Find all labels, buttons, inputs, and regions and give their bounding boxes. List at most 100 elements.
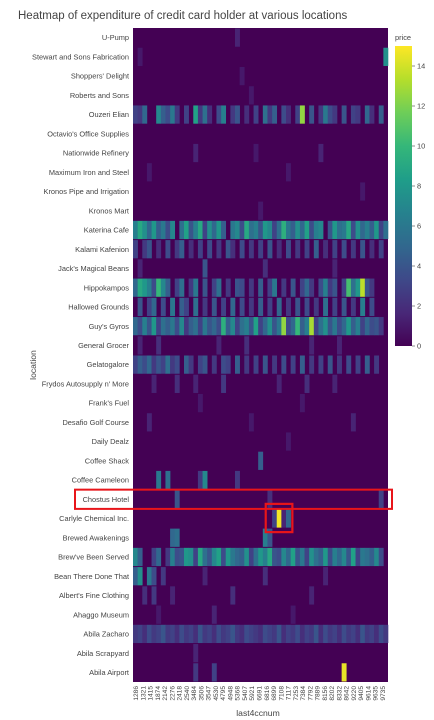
heatmap-cell bbox=[318, 355, 324, 374]
heatmap-cell bbox=[323, 105, 329, 124]
heatmap-cell bbox=[318, 547, 324, 567]
y-tick-label: Frydos Autosupply n' More bbox=[42, 379, 129, 388]
heatmap-cell bbox=[225, 624, 231, 644]
heatmap-cell bbox=[207, 105, 213, 124]
x-tick-label: 1874 bbox=[155, 686, 162, 701]
heatmap-cell bbox=[332, 105, 338, 124]
heatmap-cell bbox=[276, 374, 282, 393]
heatmap-cell bbox=[360, 317, 366, 336]
y-axis-title: location bbox=[28, 350, 38, 380]
heatmap-cell bbox=[235, 28, 240, 47]
heatmap-cell bbox=[170, 105, 176, 124]
x-tick-label: 9614 bbox=[365, 686, 372, 701]
heatmap-cell bbox=[142, 278, 148, 297]
heatmap-cell bbox=[193, 644, 199, 663]
heatmap-cell bbox=[211, 624, 217, 644]
heatmap-cell bbox=[151, 297, 157, 317]
heatmap-cell bbox=[239, 624, 245, 644]
heatmap-cell bbox=[378, 317, 384, 336]
heatmap-cell bbox=[327, 317, 333, 336]
heatmap-cell bbox=[318, 220, 324, 240]
heatmap-cell bbox=[170, 624, 176, 644]
heatmap-cell bbox=[179, 547, 185, 567]
chart-title: Heatmap of expenditure of credit card ho… bbox=[18, 10, 347, 22]
heatmap-cell bbox=[202, 470, 208, 490]
x-tick-label: 5921 bbox=[249, 686, 256, 701]
heatmap-cell bbox=[295, 624, 301, 644]
heatmap-cell bbox=[281, 220, 287, 240]
heatmap-cell bbox=[304, 317, 310, 336]
heatmap-cell bbox=[197, 547, 203, 567]
heatmap-cell bbox=[332, 297, 338, 317]
heatmap-cell bbox=[299, 220, 305, 240]
heatmap-cell bbox=[244, 547, 250, 567]
heatmap-cell bbox=[146, 297, 152, 317]
heatmap-cell bbox=[327, 547, 333, 567]
heatmap-cell bbox=[272, 547, 278, 567]
heatmap-cell bbox=[216, 105, 222, 124]
heatmap-cell bbox=[286, 317, 291, 336]
heatmap-cell bbox=[156, 624, 162, 644]
heatmap-cell bbox=[341, 240, 347, 259]
heatmap-cell bbox=[225, 547, 231, 567]
heatmap-cell bbox=[346, 355, 352, 374]
heatmap-cell bbox=[174, 490, 180, 509]
heatmap-cell bbox=[355, 220, 361, 240]
heatmap-cell bbox=[193, 317, 199, 336]
y-tick-label: Abila Zacharo bbox=[83, 630, 129, 639]
heatmap-cell bbox=[364, 355, 370, 374]
heatmap-background bbox=[133, 28, 388, 682]
y-tick-label: Albert's Fine Clothing bbox=[59, 591, 129, 600]
x-tick-label: 2418 bbox=[177, 686, 184, 701]
heatmap-cell bbox=[197, 240, 203, 259]
heatmap-cell bbox=[369, 317, 375, 336]
heatmap-cell bbox=[202, 259, 208, 278]
heatmap-cell bbox=[313, 624, 319, 644]
heatmap-cell bbox=[337, 624, 342, 644]
heatmap-cell bbox=[142, 355, 148, 374]
heatmap-cell bbox=[276, 317, 282, 336]
heatmap-cell bbox=[165, 220, 171, 240]
heatmap-cell bbox=[174, 105, 180, 124]
heatmap-cell bbox=[248, 240, 254, 259]
heatmap-cell bbox=[332, 547, 338, 567]
heatmap-cell bbox=[188, 547, 194, 567]
heatmap-cell bbox=[146, 355, 152, 374]
heatmap-cell bbox=[341, 278, 347, 297]
x-tick-label: 5407 bbox=[242, 686, 249, 701]
heatmap-cell bbox=[221, 374, 227, 393]
heatmap-cell bbox=[258, 317, 264, 336]
heatmap-cell bbox=[211, 547, 217, 567]
heatmap-cell bbox=[332, 317, 338, 336]
y-tick-label: Frank's Fuel bbox=[89, 399, 130, 408]
heatmap-cell bbox=[230, 586, 236, 605]
heatmap-cell bbox=[137, 317, 143, 336]
heatmap-cell bbox=[281, 509, 287, 528]
heatmap-cell bbox=[137, 220, 143, 240]
x-tick-label: 4795 bbox=[220, 686, 227, 701]
heatmap-cell bbox=[332, 240, 338, 259]
heatmap-cell bbox=[364, 220, 370, 240]
heatmap-cell bbox=[286, 105, 291, 124]
heatmap-cell bbox=[221, 297, 227, 317]
heatmap-cell bbox=[267, 278, 273, 297]
heatmap-cell bbox=[211, 605, 217, 624]
colorbar-tick-label: 14 bbox=[417, 62, 425, 71]
heatmap-cell bbox=[184, 317, 189, 336]
heatmap-cell bbox=[364, 105, 370, 124]
heatmap-cell bbox=[235, 355, 240, 374]
heatmap-cell bbox=[146, 413, 152, 432]
heatmap-cell bbox=[258, 240, 264, 259]
heatmap-cell bbox=[160, 278, 166, 297]
heatmap-cell bbox=[262, 567, 268, 586]
heatmap-cell bbox=[202, 278, 208, 297]
x-tick-label: 7108 bbox=[278, 686, 285, 701]
x-tick-label: 2276 bbox=[169, 686, 176, 701]
heatmap-cell bbox=[276, 547, 282, 567]
heatmap-cell bbox=[184, 355, 189, 374]
heatmap-cell bbox=[165, 470, 171, 490]
heatmap-cell bbox=[156, 355, 162, 374]
heatmap-cell bbox=[197, 393, 203, 413]
x-tick-label: 6899 bbox=[271, 686, 278, 701]
heatmap-cell bbox=[383, 624, 389, 644]
